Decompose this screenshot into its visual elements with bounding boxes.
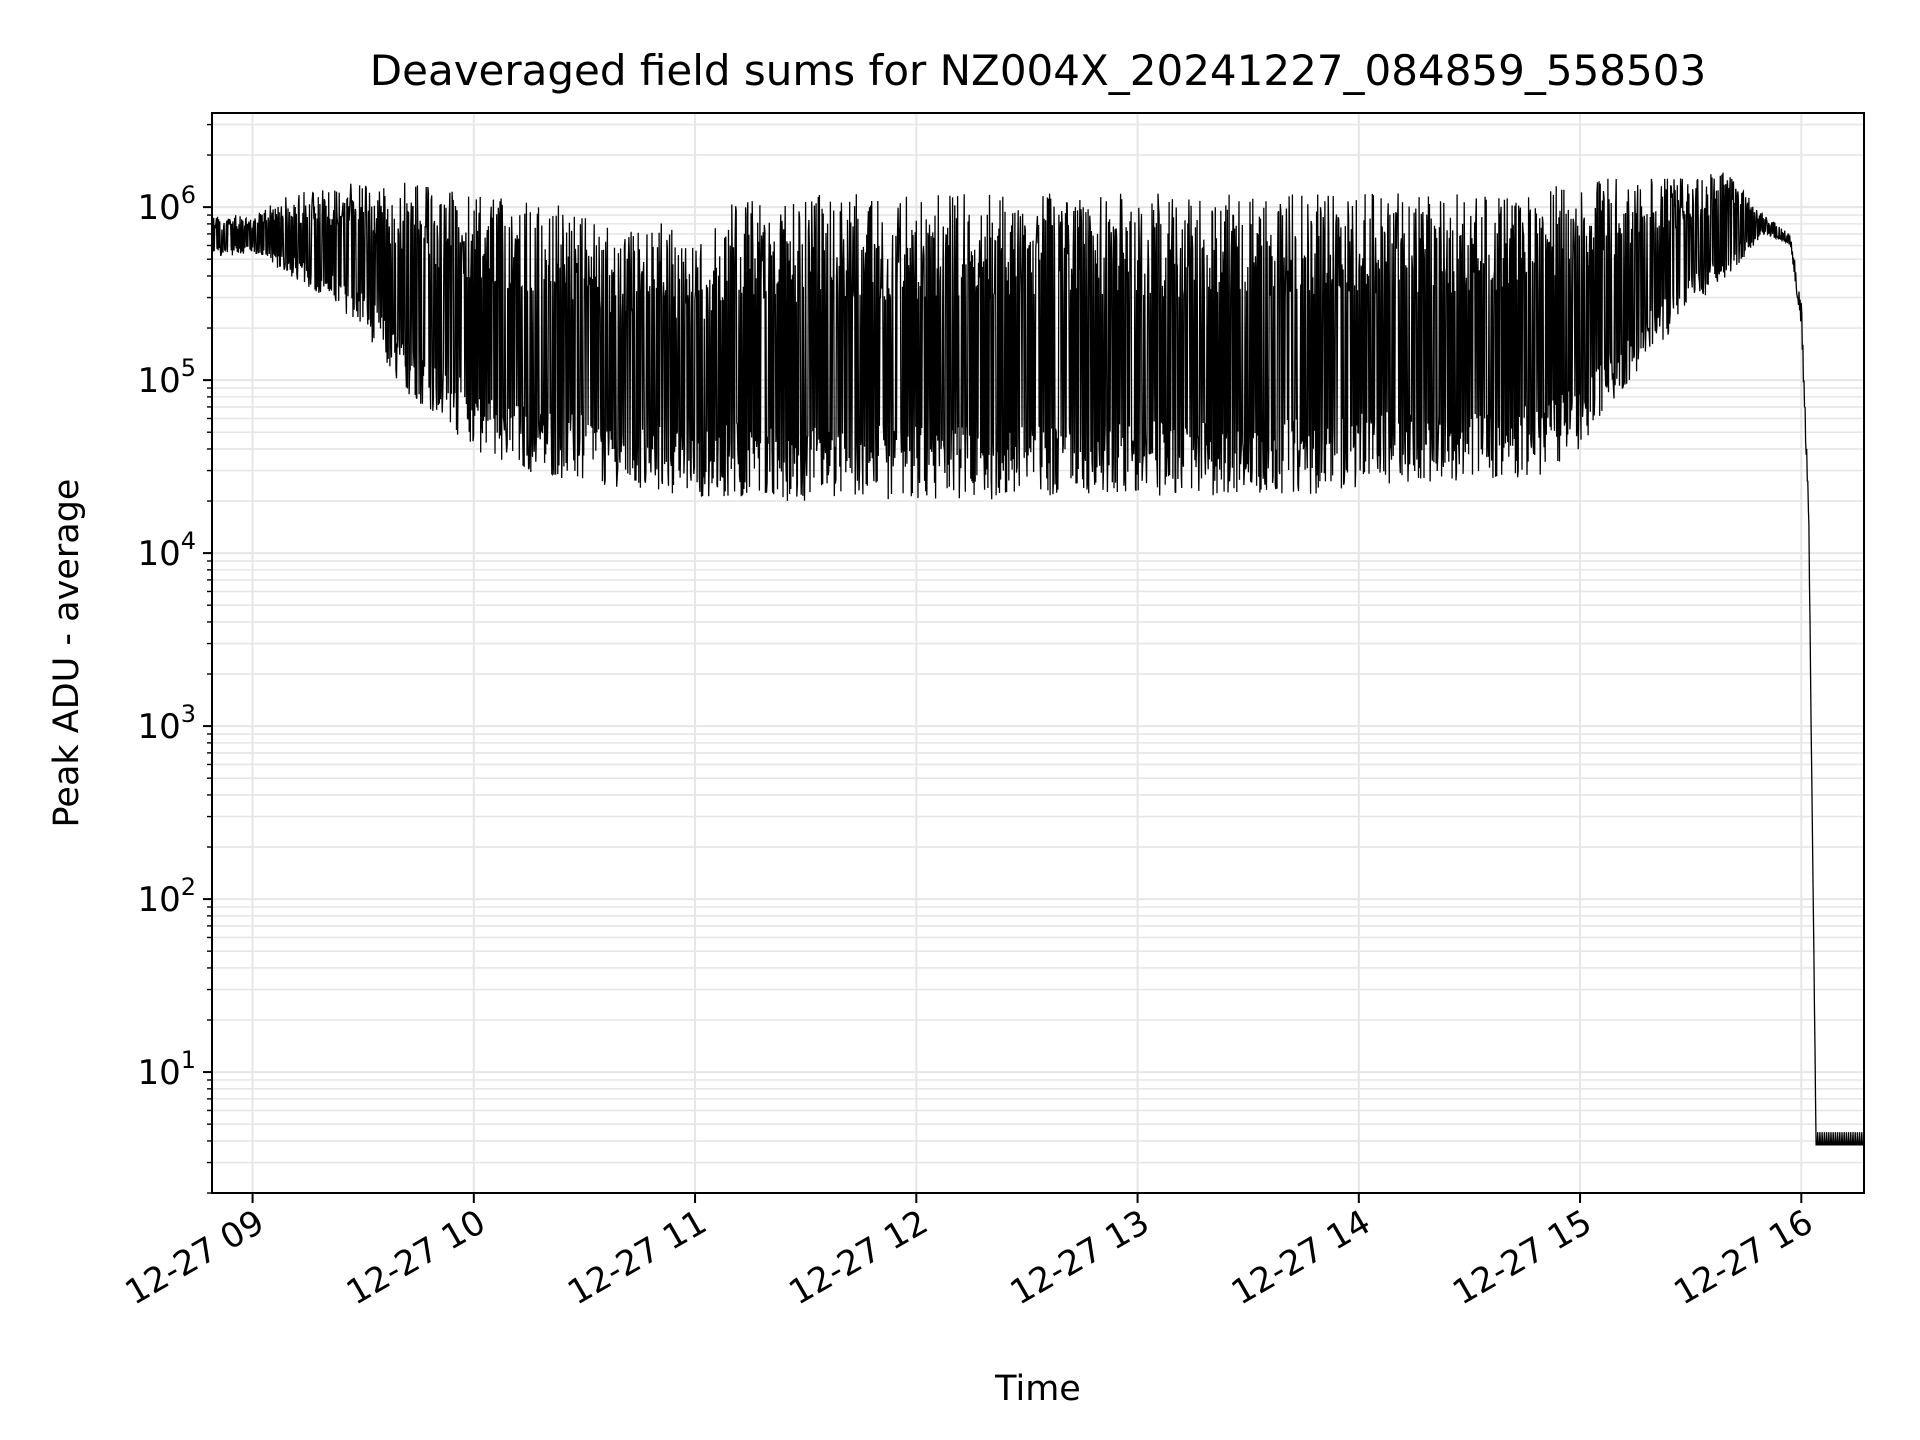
y-axis-title: Peak ADU - average: [47, 479, 87, 828]
y-tick-exponent: 3: [181, 700, 196, 728]
y-tick-base: 10: [137, 707, 180, 747]
y-tick-label: 103: [137, 700, 196, 747]
plot-layer: [212, 172, 1864, 1146]
y-tick-label: 106: [137, 181, 196, 228]
y-tick-exponent: 4: [181, 527, 196, 555]
y-tick-base: 10: [137, 188, 180, 228]
y-tick-label: 104: [137, 527, 196, 574]
y-tick-base: 10: [137, 1053, 180, 1093]
y-tick-exponent: 2: [181, 873, 196, 901]
y-tick-label: 105: [137, 354, 196, 401]
y-tick-label: 102: [137, 873, 196, 920]
chart-title: Deaveraged field sums for NZ004X_2024122…: [370, 46, 1706, 95]
plot-frame: [211, 112, 1865, 1194]
y-tick-base: 10: [137, 880, 180, 920]
y-tick-exponent: 6: [181, 181, 196, 209]
y-tick-base: 10: [137, 534, 180, 574]
y-tick-exponent: 1: [181, 1046, 196, 1074]
y-tick-label: 101: [137, 1046, 196, 1093]
y-tick-exponent: 5: [181, 354, 196, 382]
x-axis-title: Time: [994, 1369, 1081, 1409]
data-series-line: [212, 172, 1864, 1146]
y-tick-base: 10: [137, 361, 180, 401]
